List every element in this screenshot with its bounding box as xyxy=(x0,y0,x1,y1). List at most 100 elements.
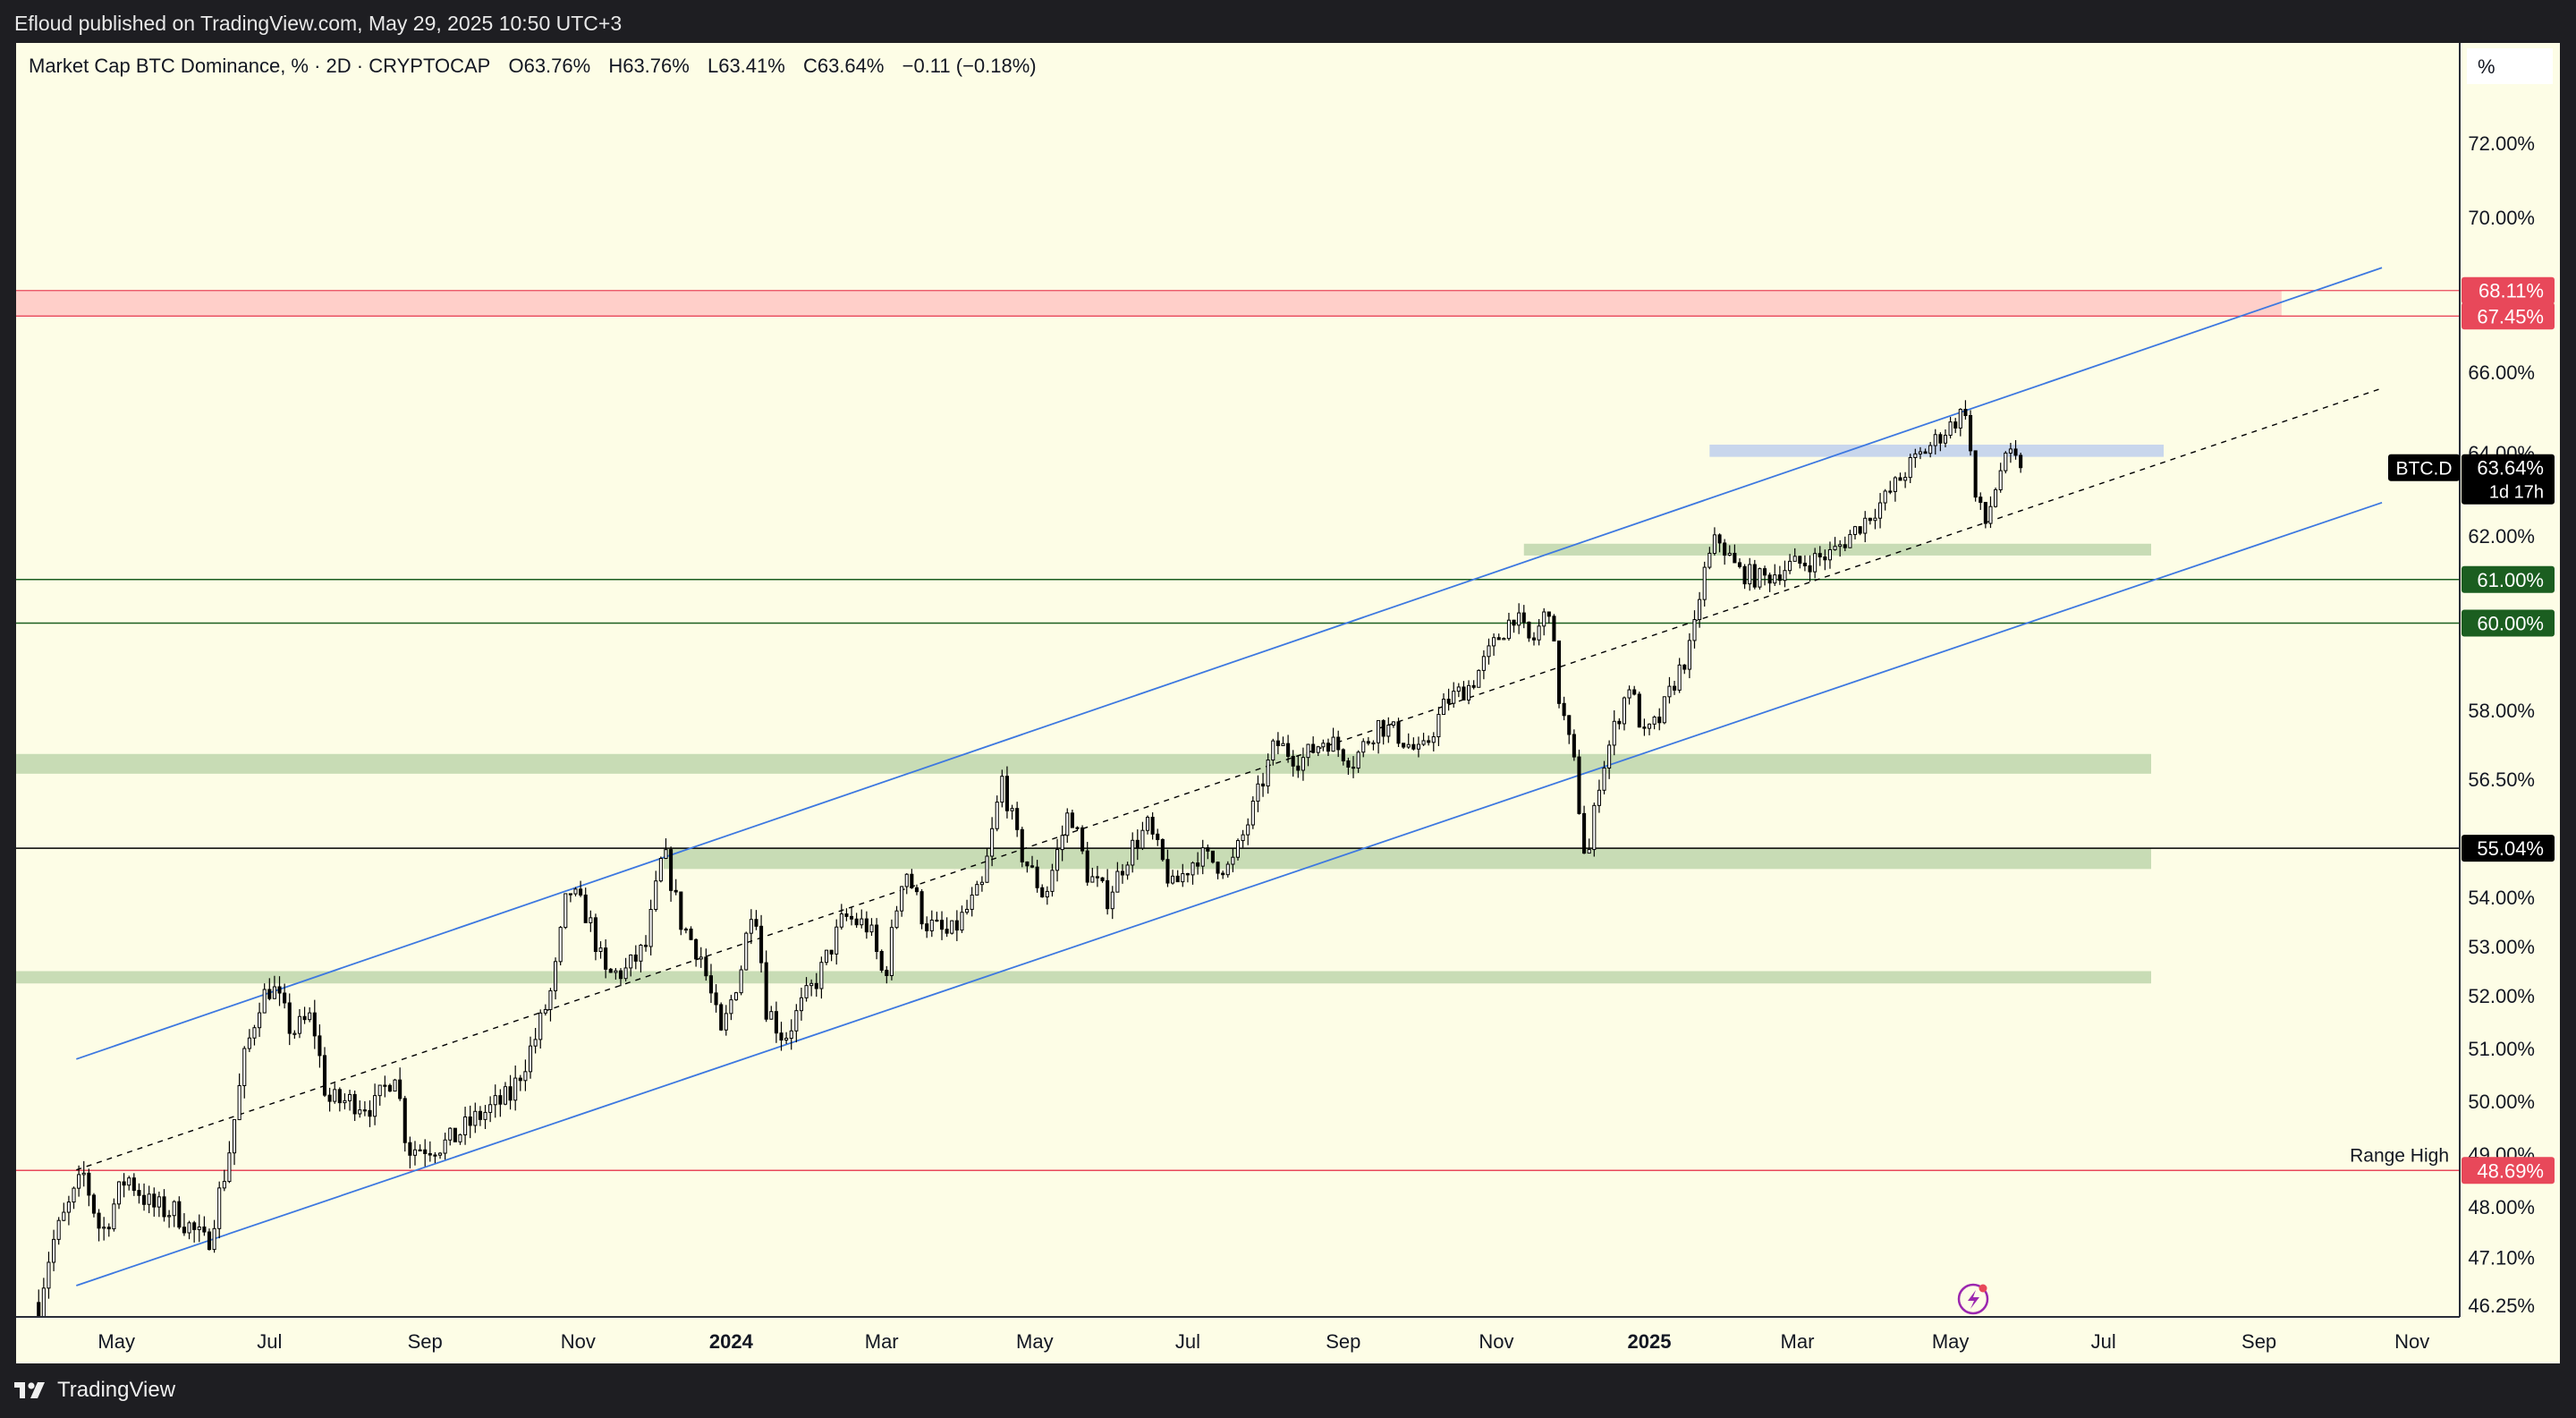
candle-10 xyxy=(87,1168,91,1207)
candle-284 xyxy=(1462,681,1466,701)
candle-41 xyxy=(242,1046,247,1099)
tradingview-brand[interactable]: TradingView xyxy=(14,1378,175,1403)
candle-18 xyxy=(127,1176,131,1191)
candle-338 xyxy=(1733,544,1737,564)
support-zone-3 xyxy=(16,971,2151,984)
candle-7 xyxy=(72,1186,76,1210)
candle-378 xyxy=(1933,429,1937,455)
candle-310 xyxy=(1592,802,1597,857)
candle-299 xyxy=(1537,618,1541,646)
candle-34 xyxy=(207,1228,212,1251)
candle-331 xyxy=(1698,591,1702,628)
candle-82 xyxy=(448,1127,453,1146)
candle-290 xyxy=(1492,633,1496,656)
price-tick-label: 70.00% xyxy=(2468,207,2535,229)
candle-190 xyxy=(990,817,995,867)
candle-295 xyxy=(1517,603,1521,634)
candle-66 xyxy=(368,1100,372,1127)
candle-175 xyxy=(914,884,919,896)
candle-86 xyxy=(468,1105,472,1139)
candle-172 xyxy=(900,886,904,917)
candle-306 xyxy=(1572,729,1576,761)
candle-305 xyxy=(1567,715,1572,744)
candle-283 xyxy=(1456,683,1461,698)
candle-62 xyxy=(348,1090,352,1111)
candle-156 xyxy=(819,956,824,999)
scale-unit-label: % xyxy=(2478,55,2496,78)
candle-56 xyxy=(318,1024,322,1068)
candle-158 xyxy=(829,949,834,962)
candle-323 xyxy=(1657,708,1662,731)
price-chart[interactable]: Range High % 72.00%70.00%66.00%64.00%62.… xyxy=(16,43,2560,1363)
candle-47 xyxy=(272,975,276,999)
time-tick-label: 2024 xyxy=(709,1330,754,1353)
price-tick-label: 72.00% xyxy=(2468,132,2535,155)
line-price-marker-0 xyxy=(2462,565,2555,593)
candle-176 xyxy=(919,888,924,930)
candle-382 xyxy=(1953,418,1958,434)
candle-286 xyxy=(1471,680,1476,690)
candle-76 xyxy=(418,1144,422,1151)
candle-198 xyxy=(1030,855,1035,869)
candle-187 xyxy=(975,880,979,896)
candle-301 xyxy=(1546,611,1551,624)
price-tick-label: 62.00% xyxy=(2468,525,2535,548)
candle-25 xyxy=(162,1189,166,1222)
tradingview-logo-icon xyxy=(14,1382,45,1398)
time-tick-label: Mar xyxy=(1781,1330,1815,1353)
candle-161 xyxy=(844,908,849,921)
price-tick-label: 47.10% xyxy=(2468,1247,2535,1269)
candle-244 xyxy=(1261,772,1266,797)
candle-373 xyxy=(1908,454,1912,484)
candle-380 xyxy=(1943,429,1948,447)
candle-259 xyxy=(1336,730,1341,758)
candle-57 xyxy=(322,1047,327,1098)
candle-275 xyxy=(1416,736,1420,758)
candle-252 xyxy=(1301,747,1305,781)
legend-close: C63.64% xyxy=(802,55,885,77)
candle-40 xyxy=(237,1073,242,1121)
candle-311 xyxy=(1597,779,1601,813)
candle-322 xyxy=(1652,715,1657,730)
candle-55 xyxy=(312,999,317,1049)
candle-294 xyxy=(1512,619,1516,633)
lightning-icon[interactable] xyxy=(1957,1283,1989,1315)
candle-133 xyxy=(704,948,708,981)
candle-321 xyxy=(1647,723,1652,735)
horizontal-lines-layer: Range High xyxy=(16,579,2460,1172)
candle-344 xyxy=(1762,565,1767,586)
candle-199 xyxy=(1035,860,1039,893)
time-tick-label: Jul xyxy=(2091,1330,2116,1353)
candle-65 xyxy=(362,1100,367,1117)
candle-23 xyxy=(152,1187,157,1217)
candle-263 xyxy=(1356,750,1360,773)
candle-201 xyxy=(1045,886,1049,905)
candle-77 xyxy=(423,1139,428,1167)
scale-unit-box[interactable] xyxy=(2467,48,2553,84)
channel-layer xyxy=(76,267,2383,1286)
candle-35 xyxy=(212,1219,216,1253)
time-tick-label: Jul xyxy=(1175,1330,1200,1353)
candle-260 xyxy=(1341,748,1345,766)
candle-317 xyxy=(1627,685,1631,705)
candle-204 xyxy=(1060,825,1064,862)
candle-134 xyxy=(708,964,714,1004)
candle-12 xyxy=(97,1209,101,1242)
candle-226 xyxy=(1171,870,1175,885)
chart-frame[interactable]: Range High % 72.00% 70.00% 66.00% 64.00% 62.… xyxy=(16,43,2560,1363)
candle-113 xyxy=(604,938,608,979)
candle-315 xyxy=(1617,717,1622,730)
candle-349 xyxy=(1788,554,1792,574)
candle-276 xyxy=(1421,733,1426,746)
candle-191 xyxy=(995,795,999,832)
candle-350 xyxy=(1792,548,1797,562)
candle-184 xyxy=(960,905,964,933)
candle-200 xyxy=(1040,884,1045,898)
candle-88 xyxy=(478,1106,482,1126)
candle-357 xyxy=(1827,541,1833,569)
legend-low: L63.41% xyxy=(707,55,785,77)
candle-128 xyxy=(679,891,683,936)
candle-101 xyxy=(543,1004,547,1016)
candle-332 xyxy=(1702,561,1707,607)
candle-374 xyxy=(1913,448,1918,468)
